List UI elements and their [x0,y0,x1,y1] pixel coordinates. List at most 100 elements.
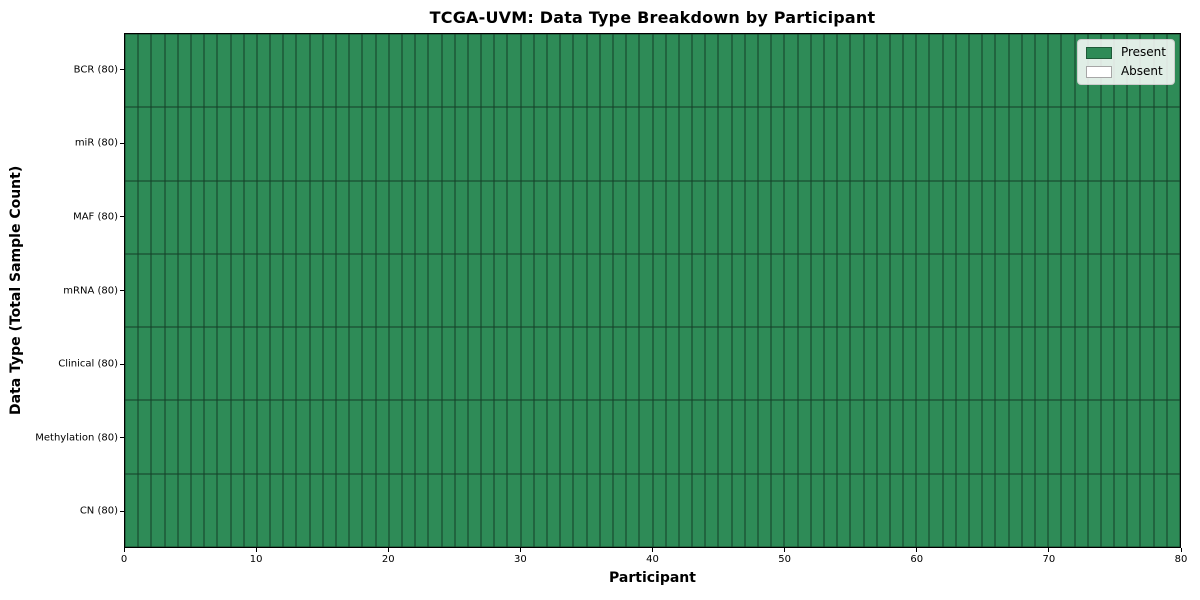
heatmap-cell [1034,180,1049,254]
heatmap-cell [204,253,218,328]
x-tick-mark [652,548,653,552]
heatmap-cell [481,327,495,401]
heatmap-cell [217,253,231,328]
heatmap-cell [1087,107,1101,181]
heatmap-cell [810,473,824,547]
heatmap-cell [243,473,257,547]
heatmap-cell [995,400,1009,474]
heatmap-cell [652,327,666,401]
heatmap-cell [428,473,442,547]
heatmap-cell [626,327,640,401]
heatmap-cell [138,400,152,474]
heatmap-cell [520,180,534,254]
heatmap-cell [520,473,534,547]
heatmap-cell [599,327,613,401]
heatmap-cell [652,400,666,474]
heatmap-cell [692,180,706,254]
y-tick-mark [120,437,124,439]
heatmap-cell [388,473,402,547]
y-tick-label: CN (80) [79,505,118,517]
heatmap-cell [560,34,574,108]
heatmap-cell [705,107,719,181]
heatmap-cell [797,107,811,181]
y-tick-mark [120,290,124,291]
heatmap-cell [1140,400,1154,474]
y-tick-label: BCR (80) [73,64,118,76]
y-tick-mark [120,363,124,365]
heatmap-cell [481,180,495,254]
heatmap-cell [1008,327,1022,401]
heatmap-cell [336,327,350,401]
heatmap-cell [678,34,693,108]
heatmap-cell [837,327,851,401]
heatmap-cell [415,253,429,328]
heatmap-cell [125,327,139,401]
heatmap-cell [362,34,376,108]
heatmap-cell [850,107,864,181]
heatmap-cell [481,107,495,181]
heatmap-cell [217,400,231,474]
heatmap-cell [586,473,600,547]
heatmap-cell [138,253,152,328]
heatmap-cell [599,107,613,181]
heatmap-cell [1008,34,1022,108]
x-tick-mark [519,548,521,552]
heatmap-cell [876,34,890,108]
heatmap-cell [718,473,732,547]
heatmap-cell [823,327,838,401]
heatmap-cell [823,400,838,474]
heatmap-cell [401,107,416,181]
heatmap-cell [349,34,363,108]
heatmap-cell [177,327,191,401]
heatmap-cell [850,180,864,254]
heatmap-cell [731,34,745,108]
heatmap-cell [758,180,772,254]
heatmap-cell [758,253,772,328]
heatmap-cell [560,107,574,181]
heatmap-cell [1008,180,1022,254]
heatmap-cell [1100,327,1115,401]
x-tick-label: 10 [249,554,263,565]
heatmap-cell [151,107,165,181]
heatmap-cell [850,473,864,547]
heatmap-cell [982,327,996,401]
heatmap-cell [744,107,758,181]
heatmap-cell [982,107,996,181]
heatmap-cell [164,473,178,547]
heatmap-cell [903,473,917,547]
heatmap-cell [797,400,811,474]
heatmap-cell [388,253,402,328]
heatmap-cell [125,180,139,254]
heatmap-cell [177,34,191,108]
heatmap-cell [903,327,917,401]
heatmap-cell [678,107,693,181]
heatmap-cell [138,34,152,108]
heatmap-cell [560,180,574,254]
heatmap-cell [1153,327,1167,401]
x-tick-mark [387,548,389,552]
heatmap-cell [125,400,139,474]
heatmap-cell [665,34,679,108]
heatmap-cell [639,473,653,547]
heatmap-cell [1048,34,1062,108]
heatmap-cell [784,473,798,547]
heatmap-cell [1061,107,1075,181]
heatmap-cell [810,180,824,254]
heatmap-cell [705,327,719,401]
heatmap-cell [494,400,508,474]
heatmap-cell [309,107,323,181]
heatmap-cell [744,180,758,254]
heatmap-cell [995,107,1009,181]
heatmap-cell [797,473,811,547]
heatmap-cell [863,253,877,328]
heatmap-cell [797,180,811,254]
heatmap-cell [995,253,1009,328]
heatmap-cell [322,180,336,254]
heatmap-cell [336,400,350,474]
heatmap-cell [1114,473,1128,547]
heatmap-cell [1166,180,1180,254]
heatmap-cell [1048,180,1062,254]
heatmap-cell [573,473,587,547]
heatmap-cell [349,473,363,547]
heatmap-cell [138,327,152,401]
